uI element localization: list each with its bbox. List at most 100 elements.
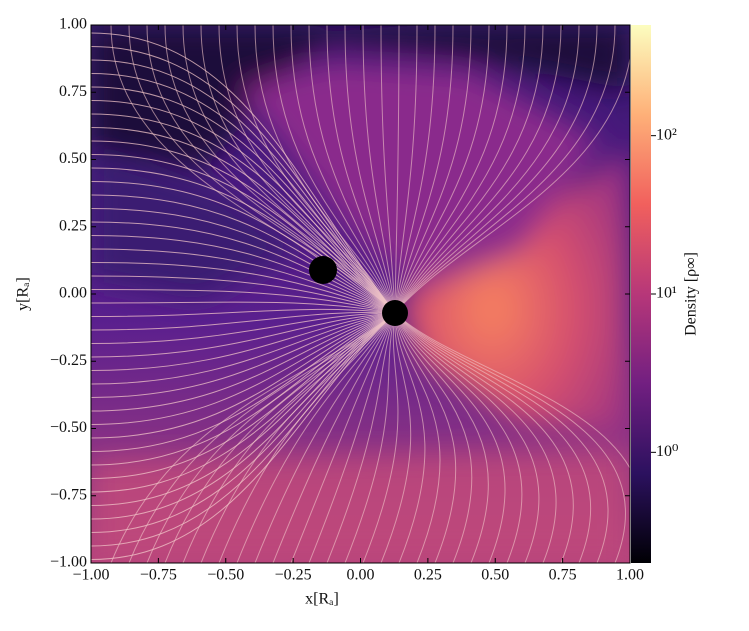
x-tick-label: 0.50 — [481, 567, 509, 584]
streamline — [254, 312, 396, 563]
streamline — [394, 312, 540, 563]
streamlines — [91, 25, 630, 563]
y-tick-label: 1.00 — [59, 16, 87, 33]
streamline — [290, 25, 396, 314]
x-tick-label: −0.25 — [275, 567, 312, 584]
streamline — [91, 301, 396, 314]
x-tick-label: −1.00 — [72, 567, 109, 584]
streamline — [394, 25, 598, 314]
streamline — [91, 312, 396, 466]
streamline — [394, 312, 557, 563]
streamline — [91, 127, 396, 314]
x-tick-label: 0.75 — [549, 567, 577, 584]
streamline — [394, 312, 630, 470]
streamline — [394, 312, 473, 563]
streamline — [182, 312, 396, 563]
streamline — [91, 312, 396, 358]
streamline — [91, 312, 396, 371]
y-axis-label: y[Rₐ] — [15, 277, 32, 311]
streamline — [394, 312, 609, 563]
streamline — [164, 312, 396, 563]
streamline — [308, 25, 396, 314]
streamline — [394, 25, 526, 314]
streamline — [272, 312, 396, 563]
y-tick-label: −0.50 — [50, 419, 87, 436]
streamline — [236, 312, 396, 563]
x-tick-label: −0.75 — [140, 567, 177, 584]
streamline — [218, 312, 396, 563]
streamline — [200, 25, 396, 314]
streamline — [394, 25, 400, 314]
streamline — [394, 54, 630, 314]
streamline — [394, 312, 506, 563]
streamline — [394, 312, 523, 563]
colorbar-tick-label: 10⁰ — [656, 443, 678, 460]
streamline — [146, 25, 396, 314]
y-tick-label: −0.75 — [50, 486, 87, 503]
colorbar-tick-label: 10¹ — [656, 285, 677, 302]
streamline — [362, 25, 396, 314]
streamline — [308, 312, 396, 563]
streamline — [91, 289, 396, 314]
streamline — [91, 181, 396, 314]
streamline — [91, 113, 396, 314]
streamline — [394, 312, 489, 563]
y-tick-label: −0.25 — [50, 352, 87, 369]
streamline — [91, 312, 396, 520]
x-tick-label: 0.25 — [414, 567, 442, 584]
streamline — [110, 312, 396, 563]
streamline — [272, 25, 396, 314]
streamline — [394, 312, 441, 563]
streamline — [91, 312, 396, 412]
streamline — [91, 262, 396, 314]
streamline — [91, 235, 396, 314]
streamline — [200, 312, 396, 563]
streamline — [91, 312, 396, 425]
streamline — [394, 25, 544, 314]
y-tick-label: 0.25 — [59, 217, 87, 234]
streamline — [91, 248, 396, 314]
streamline — [91, 140, 396, 314]
streamline — [394, 25, 508, 314]
black-hole — [382, 300, 408, 326]
streamline — [394, 312, 592, 563]
colorbar — [631, 25, 651, 563]
streamline — [218, 25, 396, 314]
streamline — [344, 312, 396, 563]
streamline — [128, 312, 396, 563]
black-hole — [309, 256, 337, 284]
streamline — [182, 25, 396, 314]
streamline — [91, 194, 396, 314]
streamline — [91, 312, 396, 560]
streamline — [91, 208, 396, 314]
colorbar-tick-label: 10² — [656, 126, 677, 143]
streamline — [236, 25, 396, 314]
streamline — [91, 221, 396, 314]
x-axis-label: x[Rₐ] — [305, 591, 339, 608]
streamline — [164, 25, 396, 314]
y-tick-label: 0.75 — [59, 83, 87, 100]
streamline — [394, 25, 454, 314]
streamline — [326, 25, 396, 314]
density-map — [91, 25, 630, 563]
streamline — [91, 275, 396, 314]
streamline — [394, 25, 490, 314]
x-tick-label: −0.50 — [207, 567, 244, 584]
streamline — [91, 311, 396, 331]
streamline — [380, 312, 412, 563]
colorbar-label: Density [ρ∞] — [683, 252, 700, 336]
streamline — [362, 312, 399, 563]
streamline — [394, 312, 457, 563]
streamline — [91, 312, 396, 479]
streamline — [394, 312, 626, 563]
streamline — [91, 100, 396, 314]
streamline — [326, 312, 396, 563]
x-tick-label: 0.00 — [347, 567, 375, 584]
streamline — [254, 25, 396, 314]
streamline — [91, 46, 396, 314]
streamline — [91, 59, 396, 314]
streamline — [91, 312, 396, 452]
streamline — [128, 25, 396, 314]
streamline — [91, 312, 396, 385]
